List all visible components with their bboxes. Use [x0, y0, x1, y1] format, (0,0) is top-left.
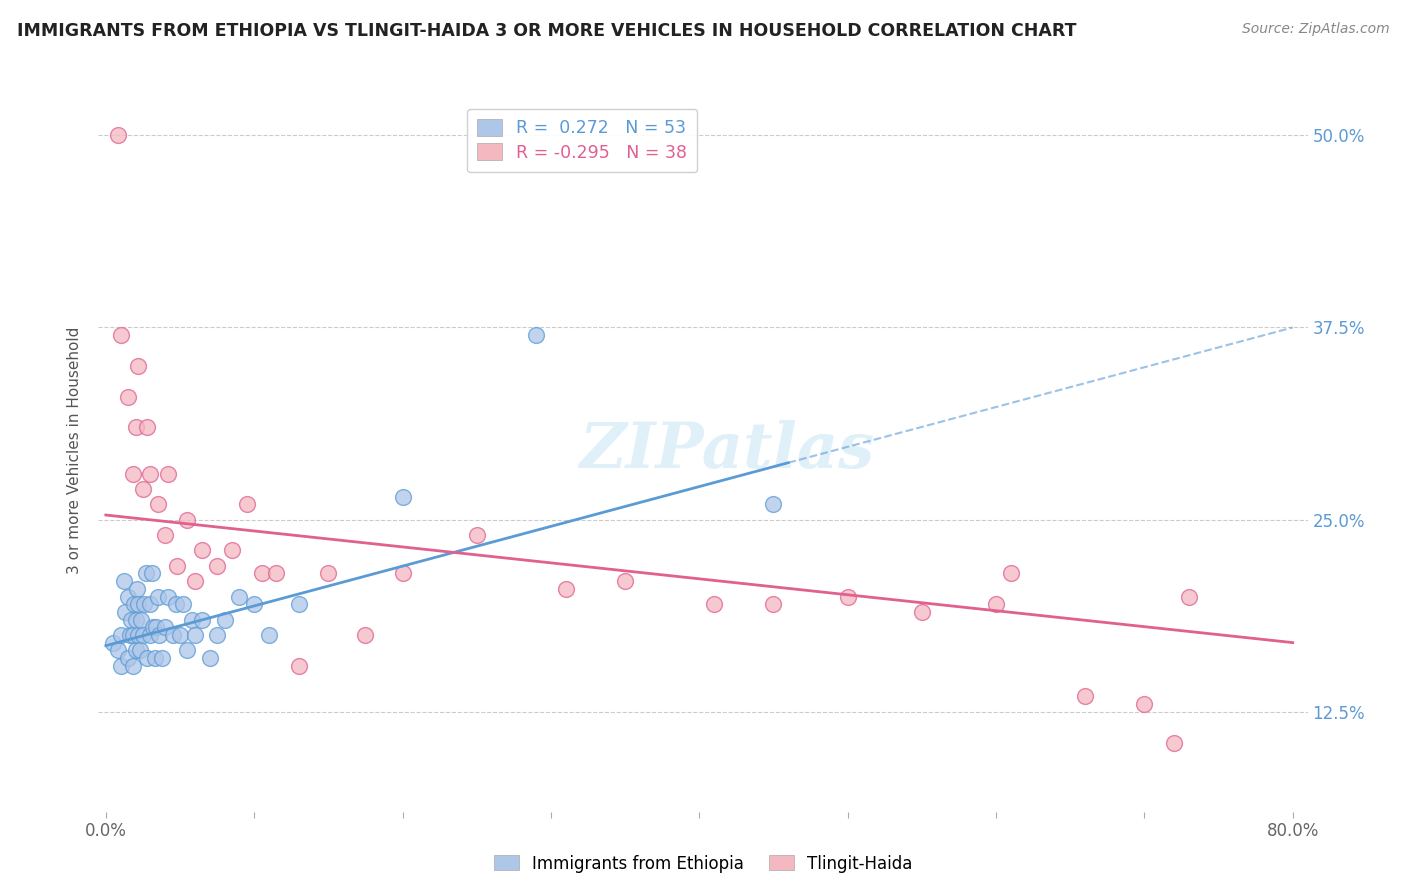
Point	[139, 597, 162, 611]
Legend: R =  0.272   N = 53, R = -0.295   N = 38: R = 0.272 N = 53, R = -0.295 N = 38	[467, 109, 697, 172]
Point	[125, 582, 148, 596]
Point	[153, 528, 176, 542]
Point	[121, 658, 143, 673]
Point	[150, 651, 173, 665]
Point	[184, 574, 207, 588]
Point	[110, 628, 132, 642]
Point	[143, 651, 166, 665]
Point	[157, 590, 180, 604]
Point	[124, 420, 146, 434]
Point	[984, 597, 1007, 611]
Point	[157, 467, 180, 481]
Point	[214, 613, 236, 627]
Point	[127, 597, 149, 611]
Point	[191, 613, 214, 627]
Point	[287, 597, 309, 611]
Point	[118, 628, 141, 642]
Point	[136, 651, 159, 665]
Point	[169, 628, 191, 642]
Point	[554, 582, 576, 596]
Point	[132, 482, 155, 496]
Point	[135, 566, 157, 581]
Point	[1163, 735, 1185, 749]
Text: ZIPatlas: ZIPatlas	[579, 420, 875, 481]
Point	[145, 620, 167, 634]
Point	[837, 590, 859, 604]
Point	[266, 566, 288, 581]
Point	[127, 628, 149, 642]
Point	[250, 566, 273, 581]
Point	[142, 620, 165, 634]
Point	[107, 128, 129, 143]
Point	[162, 628, 184, 642]
Point	[180, 613, 202, 627]
Point	[205, 628, 228, 642]
Point	[153, 620, 176, 634]
Point	[141, 566, 163, 581]
Y-axis label: 3 or more Vehicles in Household: 3 or more Vehicles in Household	[67, 326, 83, 574]
Point	[1133, 697, 1156, 711]
Point	[127, 359, 149, 373]
Point	[391, 566, 413, 581]
Point	[132, 628, 155, 642]
Point	[614, 574, 637, 588]
Point	[117, 590, 139, 604]
Point	[139, 467, 162, 481]
Point	[176, 513, 198, 527]
Point	[121, 628, 143, 642]
Point	[136, 420, 159, 434]
Point	[124, 613, 146, 627]
Point	[121, 467, 143, 481]
Point	[146, 590, 169, 604]
Point	[391, 490, 413, 504]
Point	[205, 558, 228, 573]
Point	[228, 590, 250, 604]
Point	[146, 497, 169, 511]
Point	[120, 613, 142, 627]
Point	[139, 628, 162, 642]
Point	[166, 558, 188, 573]
Point	[1074, 690, 1097, 704]
Legend: Immigrants from Ethiopia, Tlingit-Haida: Immigrants from Ethiopia, Tlingit-Haida	[486, 848, 920, 880]
Point	[117, 390, 139, 404]
Point	[184, 628, 207, 642]
Point	[131, 613, 153, 627]
Point	[134, 597, 156, 611]
Point	[236, 497, 259, 511]
Point	[221, 543, 243, 558]
Point	[122, 597, 145, 611]
Point	[762, 497, 785, 511]
Point	[172, 597, 194, 611]
Point	[1178, 590, 1201, 604]
Point	[103, 635, 125, 649]
Point	[911, 605, 934, 619]
Point	[112, 574, 135, 588]
Point	[318, 566, 340, 581]
Point	[165, 597, 187, 611]
Point	[703, 597, 725, 611]
Point	[114, 605, 136, 619]
Point	[198, 651, 221, 665]
Text: Source: ZipAtlas.com: Source: ZipAtlas.com	[1241, 22, 1389, 37]
Point	[287, 658, 309, 673]
Point	[1000, 566, 1022, 581]
Point	[176, 643, 198, 657]
Point	[110, 658, 132, 673]
Point	[257, 628, 280, 642]
Point	[124, 643, 146, 657]
Point	[762, 597, 785, 611]
Point	[465, 528, 488, 542]
Text: IMMIGRANTS FROM ETHIOPIA VS TLINGIT-HAIDA 3 OR MORE VEHICLES IN HOUSEHOLD CORREL: IMMIGRANTS FROM ETHIOPIA VS TLINGIT-HAID…	[17, 22, 1077, 40]
Point	[243, 597, 266, 611]
Point	[191, 543, 214, 558]
Point	[148, 628, 170, 642]
Point	[129, 643, 152, 657]
Point	[354, 628, 377, 642]
Point	[117, 651, 139, 665]
Point	[524, 328, 547, 343]
Point	[107, 643, 129, 657]
Point	[110, 328, 132, 343]
